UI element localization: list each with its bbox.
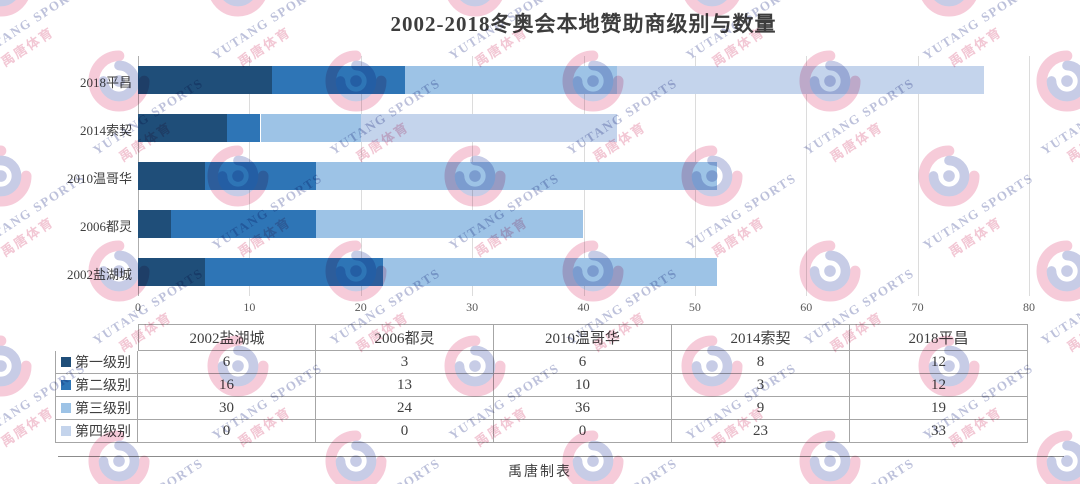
y-axis-category-label: 2002盐湖城 <box>66 267 132 282</box>
plot-area <box>138 56 1030 296</box>
bar-segment-第二级别 <box>204 162 317 190</box>
chart-title: 2002-2018冬奥会本地赞助商级别与数量 <box>390 12 777 36</box>
bar-segment-第二级别 <box>271 66 406 94</box>
x-axis-tick-label: 20 <box>354 300 367 314</box>
legend-key-第一级别 <box>61 357 71 367</box>
table-value-cell: 13 <box>316 374 494 397</box>
bar-segment-第三级别 <box>405 66 617 94</box>
yutang-logo-swirl-icon <box>0 335 32 397</box>
x-axis-tick-label: 80 <box>1023 300 1035 314</box>
table-header-cell: 2018平昌 <box>850 324 1028 351</box>
chart-data-table: 2002盐湖城 2006都灵 2010温哥华 2014索契 2018平昌 第一级别 6 3 6 8… <box>55 324 1028 443</box>
bar-segment-第一级别 <box>138 258 205 286</box>
table-value-cell: 8 <box>672 351 850 374</box>
watermark-text-en: YUTANG SPORTS <box>0 0 88 63</box>
table-value-cell: 9 <box>672 397 850 420</box>
legend-label: 第二级别 <box>75 379 131 394</box>
table-value-cell: 0 <box>316 420 494 443</box>
watermark-text-en: YUTANG SPORTS <box>1038 75 1080 158</box>
x-axis-tick-label: 70 <box>911 300 924 314</box>
watermark-text-cn: 禹唐体育 <box>1064 309 1080 355</box>
table-header-cell: 2014索契 <box>672 324 850 351</box>
yutang-logo-swirl-icon <box>0 0 28 17</box>
bar-segment-第一级别 <box>138 210 172 238</box>
table-value-cell: 0 <box>494 420 672 443</box>
legend-key-第四级别 <box>61 426 71 436</box>
bar-segment-第四级别 <box>360 114 617 142</box>
watermark-text-cn: 禹唐体育 <box>1064 119 1080 165</box>
bottom-divider-line <box>58 456 1064 457</box>
y-axis-category-label: 2010温哥华 <box>66 171 132 186</box>
table-value-cell: 16 <box>138 374 316 397</box>
table-value-cell: 6 <box>138 351 316 374</box>
y-axis-category-label: 2006都灵 <box>79 219 132 234</box>
table-header-cell: 2006都灵 <box>316 324 494 351</box>
yutang-logo <box>1036 50 1080 117</box>
yutang-logo-swirl-icon <box>1036 50 1080 112</box>
bar-segment-第三级别 <box>316 210 584 238</box>
y-axis-category-label: 2014索契 <box>79 123 132 138</box>
bar-segment-第三级别 <box>383 258 718 286</box>
bar-segment-第一级别 <box>138 162 205 190</box>
table-value-cell: 3 <box>672 374 850 397</box>
x-axis-tick-label: 10 <box>243 300 256 314</box>
table-row-label: 第三级别 <box>55 397 138 420</box>
table-value-cell: 24 <box>316 397 494 420</box>
bar-segment-第二级别 <box>171 210 317 238</box>
yutang-logo <box>1036 240 1080 307</box>
x-axis-tick-label: 30 <box>466 300 479 314</box>
table-value-cell: 10 <box>494 374 672 397</box>
bar-segment-第四级别 <box>616 66 985 94</box>
bar-segment-第一级别 <box>138 114 228 142</box>
yutang-logo <box>0 335 32 402</box>
bar-segment-第一级别 <box>138 66 272 94</box>
yutang-logo-swirl-icon <box>1036 240 1080 302</box>
bar-segment-第二级别 <box>227 114 261 142</box>
table-value-cell: 33 <box>850 420 1028 443</box>
table-row-label: 第二级别 <box>55 374 138 397</box>
gridline <box>1029 56 1030 296</box>
bar-segment-第三级别 <box>260 114 361 142</box>
table-value-cell: 6 <box>494 351 672 374</box>
table-value-cell: 19 <box>850 397 1028 420</box>
bar-segment-第三级别 <box>316 162 718 190</box>
table-value-cell: 30 <box>138 397 316 420</box>
table-header-cell: 2010温哥华 <box>494 324 672 351</box>
table-value-cell: 36 <box>494 397 672 420</box>
table-header-cell: 2002盐湖城 <box>138 324 316 351</box>
table-row-label: 第一级别 <box>55 351 138 374</box>
table-row-label: 第四级别 <box>55 420 138 443</box>
table-corner-cell <box>55 324 138 351</box>
legend-label: 第四级别 <box>75 425 131 440</box>
gridline <box>917 56 919 296</box>
table-value-cell: 3 <box>316 351 494 374</box>
x-axis-tick-label: 60 <box>800 300 813 314</box>
legend-key-第三级别 <box>61 403 71 413</box>
legend-key-第二级别 <box>61 380 71 390</box>
table-value-cell: 0 <box>138 420 316 443</box>
x-axis-tick-label: 50 <box>688 300 701 314</box>
x-axis-tick-label: 0 <box>135 300 141 314</box>
table-value-cell: 12 <box>850 374 1028 397</box>
watermark-text-en: YUTANG SPORTS <box>1038 265 1080 348</box>
watermark-text-cn: 禹唐体育 <box>0 24 57 70</box>
yutang-logo <box>0 0 32 22</box>
legend-label: 第三级别 <box>75 402 131 417</box>
x-axis-tick-label: 40 <box>577 300 590 314</box>
credit-text: 禹唐制表 <box>508 465 572 480</box>
legend-label: 第一级别 <box>75 356 131 371</box>
y-axis-category-label: 2018平昌 <box>79 75 132 90</box>
gridline <box>806 56 808 296</box>
table-value-cell: 12 <box>850 351 1028 374</box>
bar-segment-第二级别 <box>204 258 383 286</box>
table-value-cell: 23 <box>672 420 850 443</box>
